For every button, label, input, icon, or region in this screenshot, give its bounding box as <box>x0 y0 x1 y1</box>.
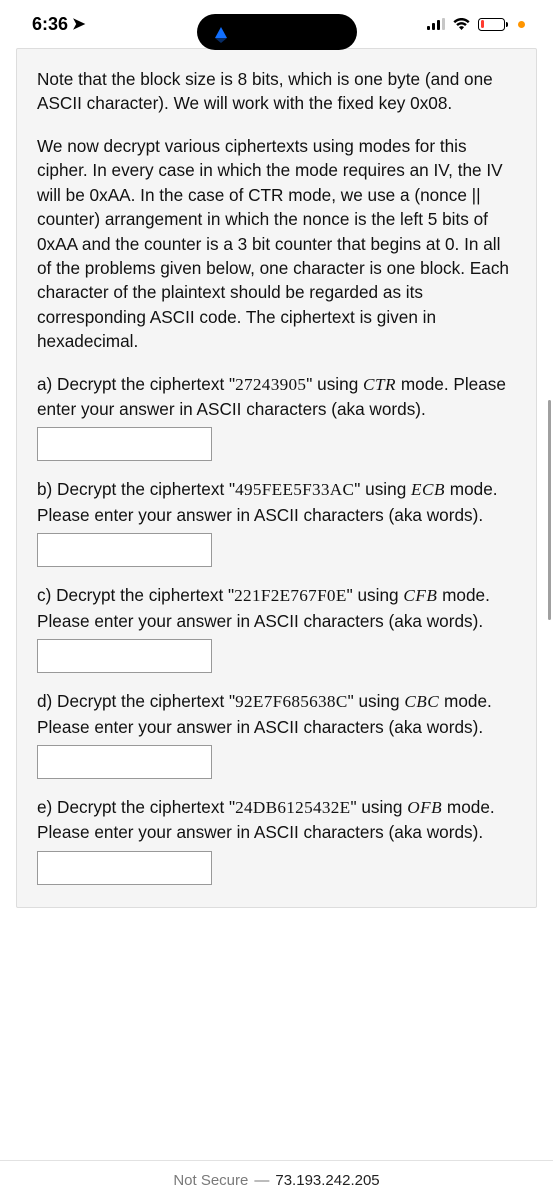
mode-label: ECB <box>411 480 445 499</box>
question-text: b) Decrypt the ciphertext "495FEE5F33AC"… <box>37 477 516 527</box>
dynamic-island <box>197 14 357 50</box>
ciphertext: 495FEE5F33AC <box>235 480 354 499</box>
mode-label: CBC <box>404 692 439 711</box>
host: 73.193.242.205 <box>275 1172 379 1189</box>
question-text: e) Decrypt the ciphertext "24DB6125432E"… <box>37 795 516 845</box>
intro-paragraph-1: Note that the block size is 8 bits, whic… <box>37 67 516 116</box>
ciphertext: 27243905 <box>235 375 306 394</box>
address-bar[interactable]: Not Secure — 73.193.242.205 <box>0 1160 553 1200</box>
ciphertext: 92E7F685638C <box>235 692 347 711</box>
mode-label: CFB <box>403 586 437 605</box>
intro-paragraph-2: We now decrypt various ciphertexts using… <box>37 134 516 354</box>
mode-label: CTR <box>363 375 396 394</box>
content: Note that the block size is 8 bits, whic… <box>0 48 553 908</box>
scrollbar[interactable] <box>548 400 551 620</box>
question-text: a) Decrypt the ciphertext "27243905" usi… <box>37 372 516 422</box>
question-a: a) Decrypt the ciphertext "27243905" usi… <box>37 372 516 462</box>
mode-label: OFB <box>407 798 442 817</box>
clock: 6:36 <box>32 14 68 35</box>
question-c: c) Decrypt the ciphertext "221F2E767F0E"… <box>37 583 516 673</box>
recording-indicator-icon <box>518 21 525 28</box>
question-d: d) Decrypt the ciphertext "92E7F685638C"… <box>37 689 516 779</box>
status-right <box>427 17 526 31</box>
answer-input-a[interactable] <box>37 427 212 461</box>
battery-icon <box>478 18 505 31</box>
question-b: b) Decrypt the ciphertext "495FEE5F33AC"… <box>37 477 516 567</box>
answer-input-b[interactable] <box>37 533 212 567</box>
location-icon: ➤ <box>72 14 85 34</box>
question-text: c) Decrypt the ciphertext "221F2E767F0E"… <box>37 583 516 633</box>
answer-input-c[interactable] <box>37 639 212 673</box>
question-card: Note that the block size is 8 bits, whic… <box>16 48 537 908</box>
question-text: d) Decrypt the ciphertext "92E7F685638C"… <box>37 689 516 739</box>
answer-input-e[interactable] <box>37 851 212 885</box>
security-label: Not Secure <box>173 1172 248 1189</box>
question-e: e) Decrypt the ciphertext "24DB6125432E"… <box>37 795 516 885</box>
answer-input-d[interactable] <box>37 745 212 779</box>
separator: — <box>254 1172 269 1189</box>
ciphertext: 221F2E767F0E <box>234 586 346 605</box>
compass-icon <box>215 27 227 38</box>
cellular-icon <box>427 18 446 30</box>
ciphertext: 24DB6125432E <box>235 798 350 817</box>
wifi-icon <box>452 17 471 31</box>
status-left: 6:36 ➤ <box>32 14 85 35</box>
